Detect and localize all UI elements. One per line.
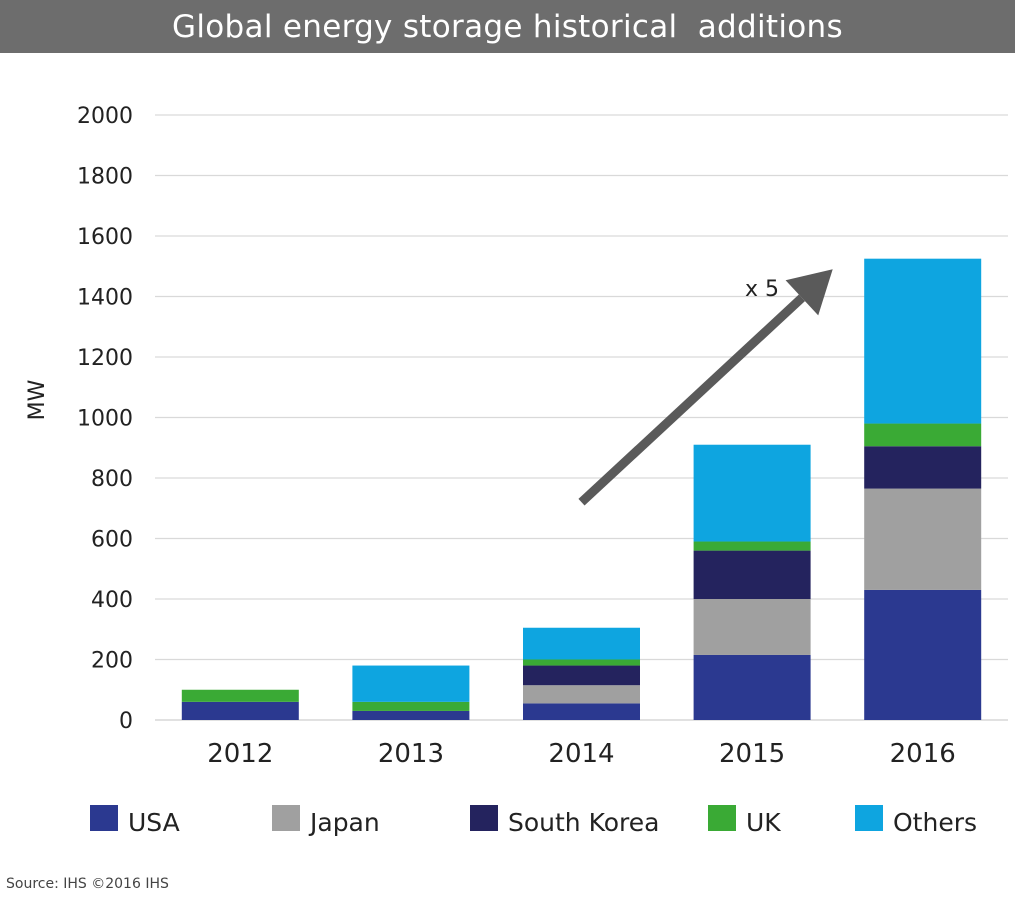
x-tick-label: 2015 [719,739,785,769]
y-tick-label: 1400 [77,286,133,311]
x-tick-label: 2012 [207,739,273,769]
legend-label: UK [746,808,781,837]
bar-segment [523,659,640,666]
legend-label: South Korea [508,808,659,837]
y-tick-label: 1600 [77,225,133,250]
y-tick-label: 1800 [77,165,133,190]
legend-label: Japan [308,808,380,837]
legend-swatch [272,805,300,831]
legend-label: USA [128,808,180,837]
y-tick-label: 2000 [77,104,133,129]
bar-segment [352,665,470,702]
trend-arrow-shaft [578,294,805,506]
bar-segment [693,541,811,551]
bar-segment [864,446,982,489]
growth-annotation: x 5 [745,277,779,302]
bar-segment [352,710,470,720]
bar-segment [523,627,640,660]
bar-segment [864,589,982,720]
y-tick-label: 800 [91,467,133,492]
bar-segment [693,550,811,599]
legend-swatch [708,805,736,831]
y-tick-label: 1000 [77,407,133,432]
bar-segment [181,689,299,702]
x-tick-label: 2016 [890,739,956,769]
bar-segment [693,654,811,720]
source-note: Source: IHS ©2016 IHS [6,876,169,892]
y-tick-label: 400 [91,588,133,613]
y-tick-label: 200 [91,649,133,674]
bar-segment [864,423,982,447]
bar-segment [864,488,982,590]
chart-title: Global energy storage historical additio… [172,8,843,45]
y-tick-label: 600 [91,528,133,553]
legend-label: Others [893,808,977,837]
bar-segment [523,665,640,686]
legend-swatch [470,805,498,831]
bar-segment [693,444,811,542]
y-tick-label: 0 [119,709,133,734]
bar-segment [693,599,811,655]
x-tick-label: 2013 [378,739,444,769]
bar-segment [523,685,640,704]
legend-swatch [855,805,883,831]
legend-swatch [90,805,118,831]
bar-segment [352,701,470,711]
bar-segment [523,703,640,720]
x-tick-label: 2014 [548,739,614,769]
title-bar: Global energy storage historical additio… [0,0,1015,53]
bar-segment [181,701,299,720]
bar-segment [864,258,982,424]
y-axis-label: MW [25,379,50,420]
trend-arrow-head [785,269,833,316]
y-tick-label: 1200 [77,346,133,371]
